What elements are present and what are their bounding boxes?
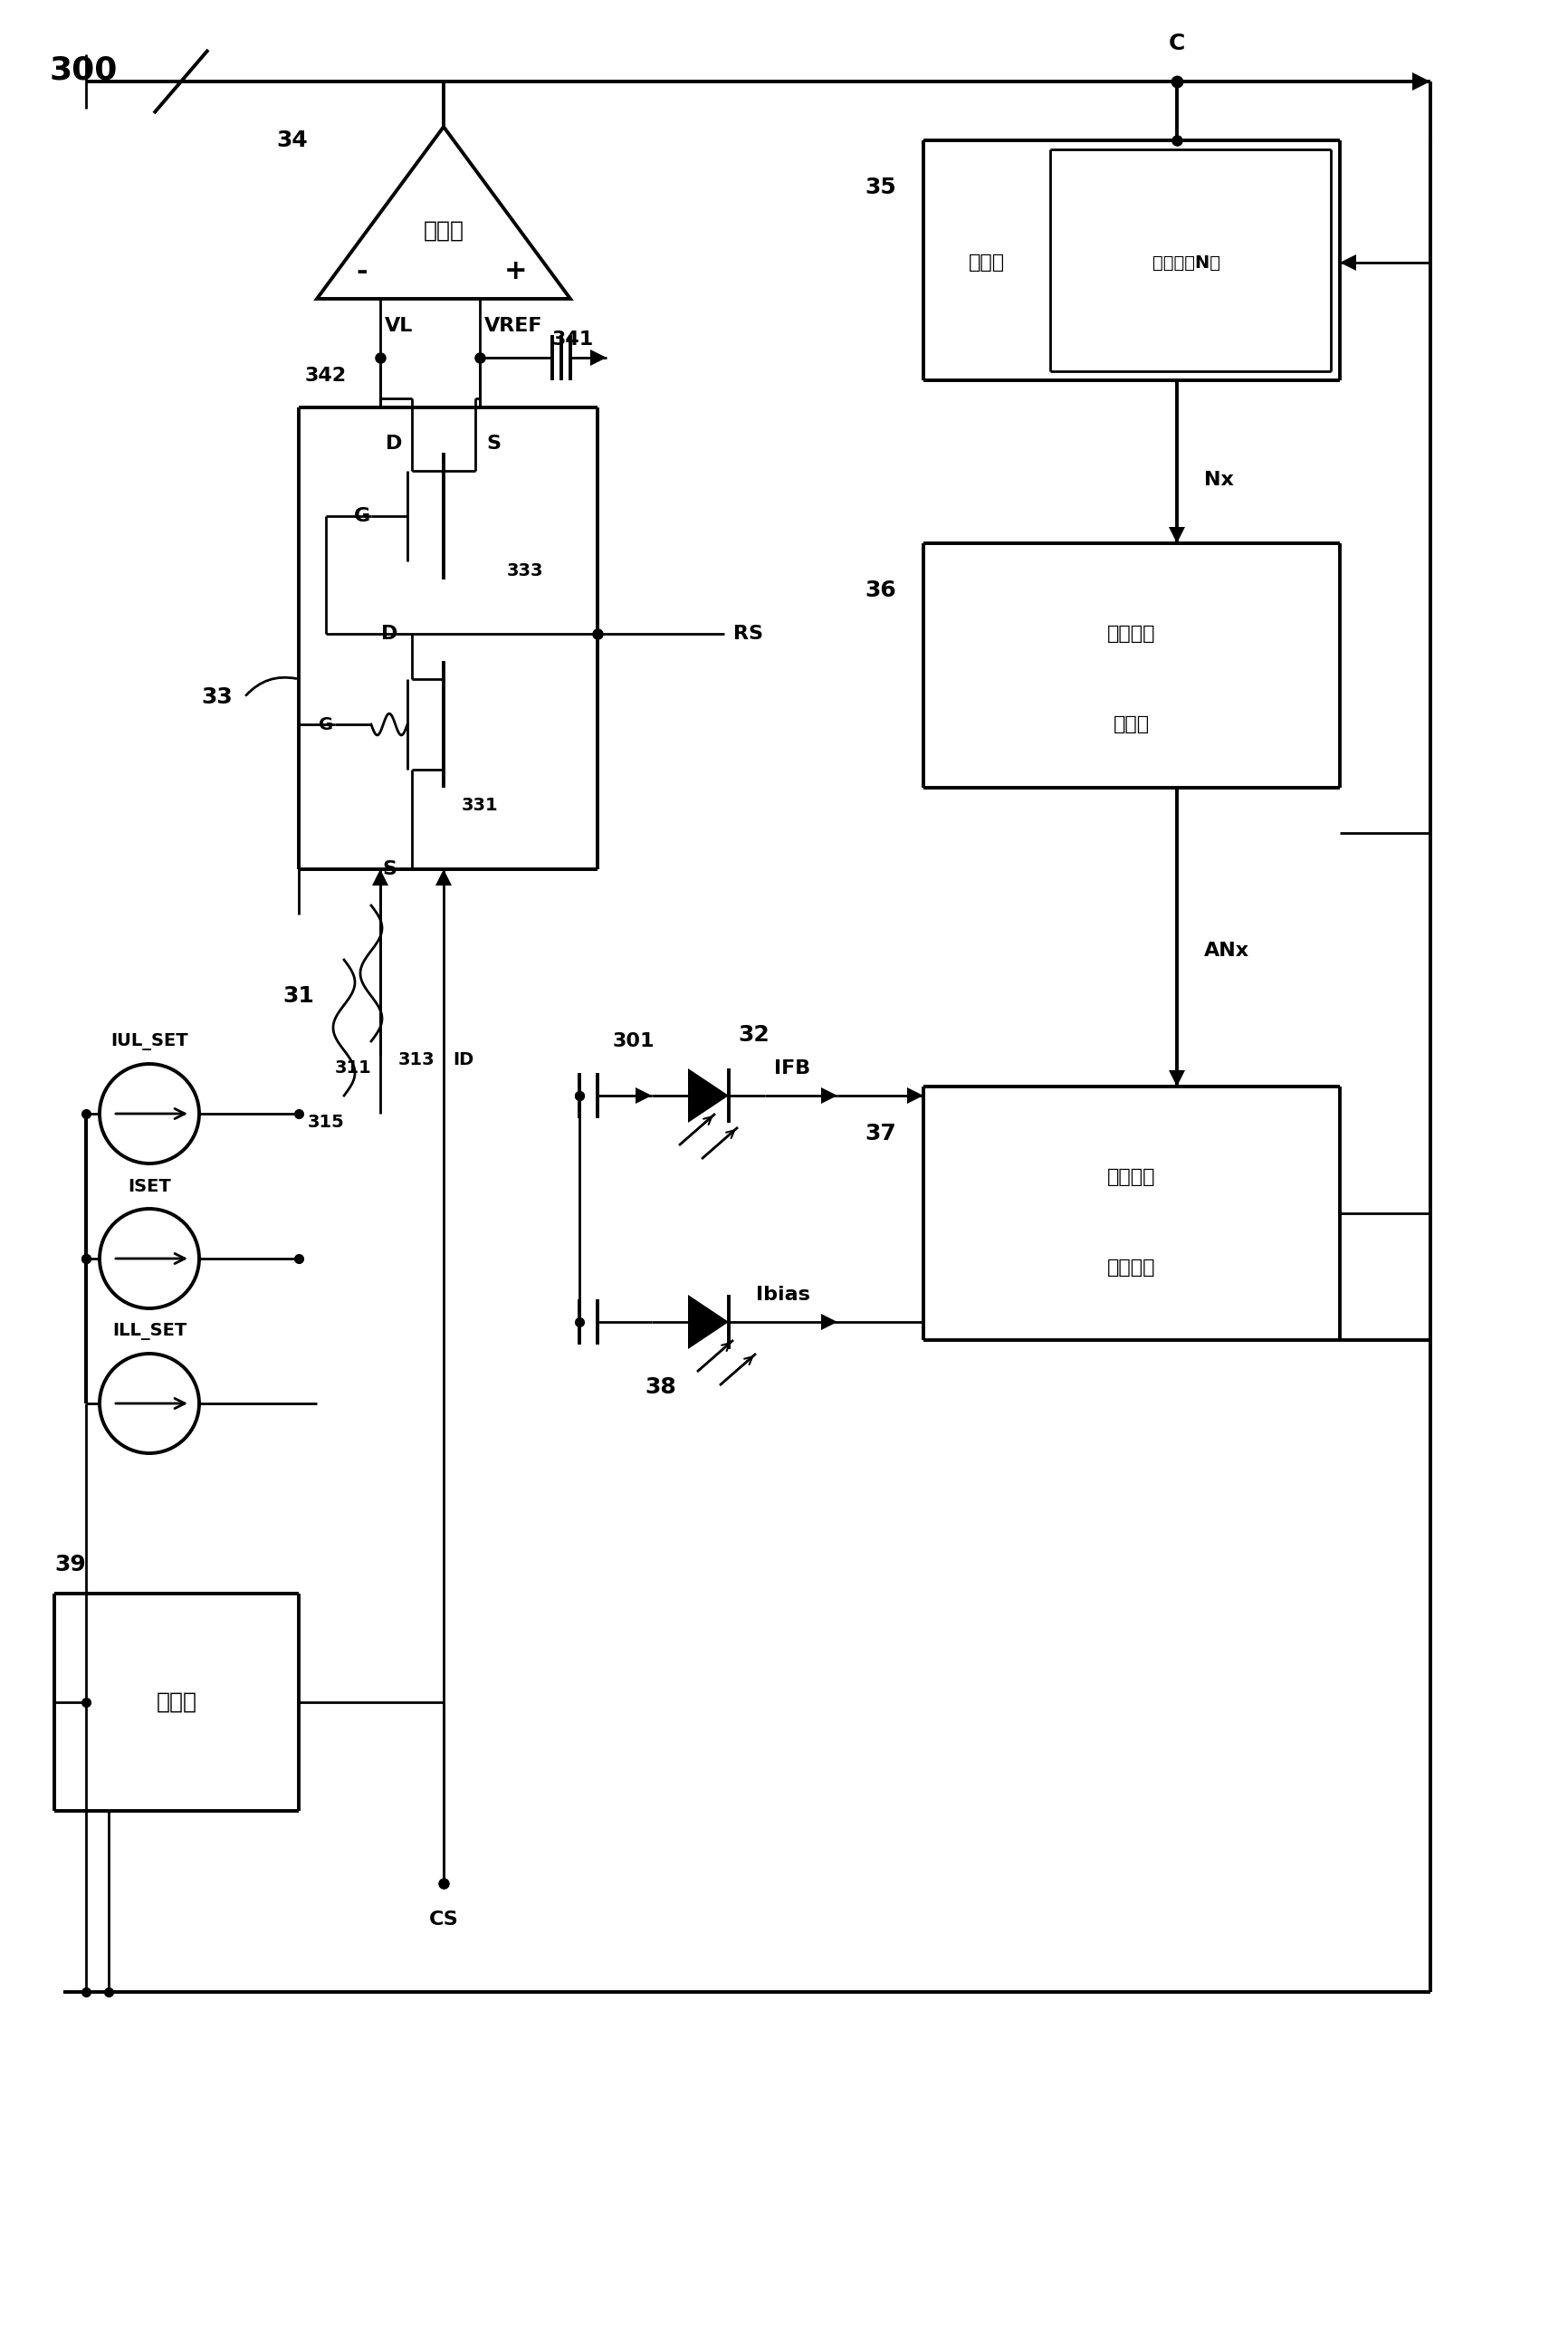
Text: +: +	[505, 258, 527, 284]
Text: 管驱动器: 管驱动器	[1107, 1257, 1156, 1276]
Text: 313: 313	[398, 1051, 434, 1067]
Text: 31: 31	[282, 985, 315, 1006]
Text: 控制器: 控制器	[157, 1691, 198, 1713]
Text: G: G	[354, 507, 370, 526]
Text: CS: CS	[428, 1910, 458, 1928]
Text: 32: 32	[739, 1025, 770, 1046]
Text: C: C	[1168, 33, 1185, 54]
Text: 300: 300	[50, 54, 118, 84]
Polygon shape	[1168, 528, 1185, 544]
Polygon shape	[590, 350, 607, 366]
Text: 341: 341	[552, 331, 594, 350]
Polygon shape	[908, 1089, 924, 1103]
Text: S: S	[486, 434, 500, 453]
Text: Ibias: Ibias	[756, 1286, 811, 1304]
Text: 数字模拟: 数字模拟	[1107, 624, 1156, 643]
Text: 342: 342	[306, 366, 347, 385]
Text: 301: 301	[613, 1032, 655, 1051]
Text: 33: 33	[202, 687, 234, 708]
Text: 38: 38	[644, 1377, 677, 1398]
Text: 激光二极: 激光二极	[1107, 1168, 1156, 1187]
Text: 转换器: 转换器	[1113, 716, 1149, 734]
Text: 315: 315	[307, 1114, 345, 1131]
Text: 39: 39	[55, 1553, 86, 1577]
Text: S: S	[383, 861, 397, 877]
Polygon shape	[688, 1295, 729, 1349]
Text: ISET: ISET	[127, 1178, 171, 1194]
Text: 35: 35	[866, 176, 897, 199]
Text: 比较器: 比较器	[423, 221, 464, 242]
Text: ID: ID	[453, 1051, 474, 1067]
Text: ILL_SET: ILL_SET	[113, 1323, 187, 1340]
Text: D: D	[381, 624, 398, 643]
Polygon shape	[1168, 1070, 1185, 1086]
Text: Nx: Nx	[1204, 472, 1234, 488]
Text: RS: RS	[734, 624, 764, 643]
Polygon shape	[822, 1314, 837, 1330]
Text: 计数値（N）: 计数値（N）	[1152, 253, 1220, 272]
Text: 计数器: 计数器	[969, 253, 1005, 272]
Text: 333: 333	[506, 561, 544, 579]
Text: IFB: IFB	[775, 1060, 811, 1077]
Text: VL: VL	[384, 317, 412, 335]
Text: VREF: VREF	[485, 317, 543, 335]
Text: IUL_SET: IUL_SET	[111, 1032, 188, 1051]
Text: -: -	[356, 258, 368, 284]
Text: 34: 34	[276, 129, 307, 150]
Text: 37: 37	[866, 1124, 897, 1145]
Text: 311: 311	[334, 1060, 372, 1077]
Polygon shape	[688, 1067, 729, 1124]
Text: G: G	[318, 716, 334, 732]
Text: 36: 36	[866, 579, 897, 601]
Polygon shape	[436, 870, 452, 884]
Polygon shape	[1413, 73, 1430, 91]
Text: 331: 331	[461, 798, 499, 814]
Polygon shape	[822, 1089, 837, 1103]
Polygon shape	[635, 1089, 652, 1103]
Polygon shape	[372, 870, 389, 884]
Polygon shape	[1341, 253, 1356, 270]
Text: D: D	[386, 434, 401, 453]
Text: ANx: ANx	[1204, 941, 1250, 960]
